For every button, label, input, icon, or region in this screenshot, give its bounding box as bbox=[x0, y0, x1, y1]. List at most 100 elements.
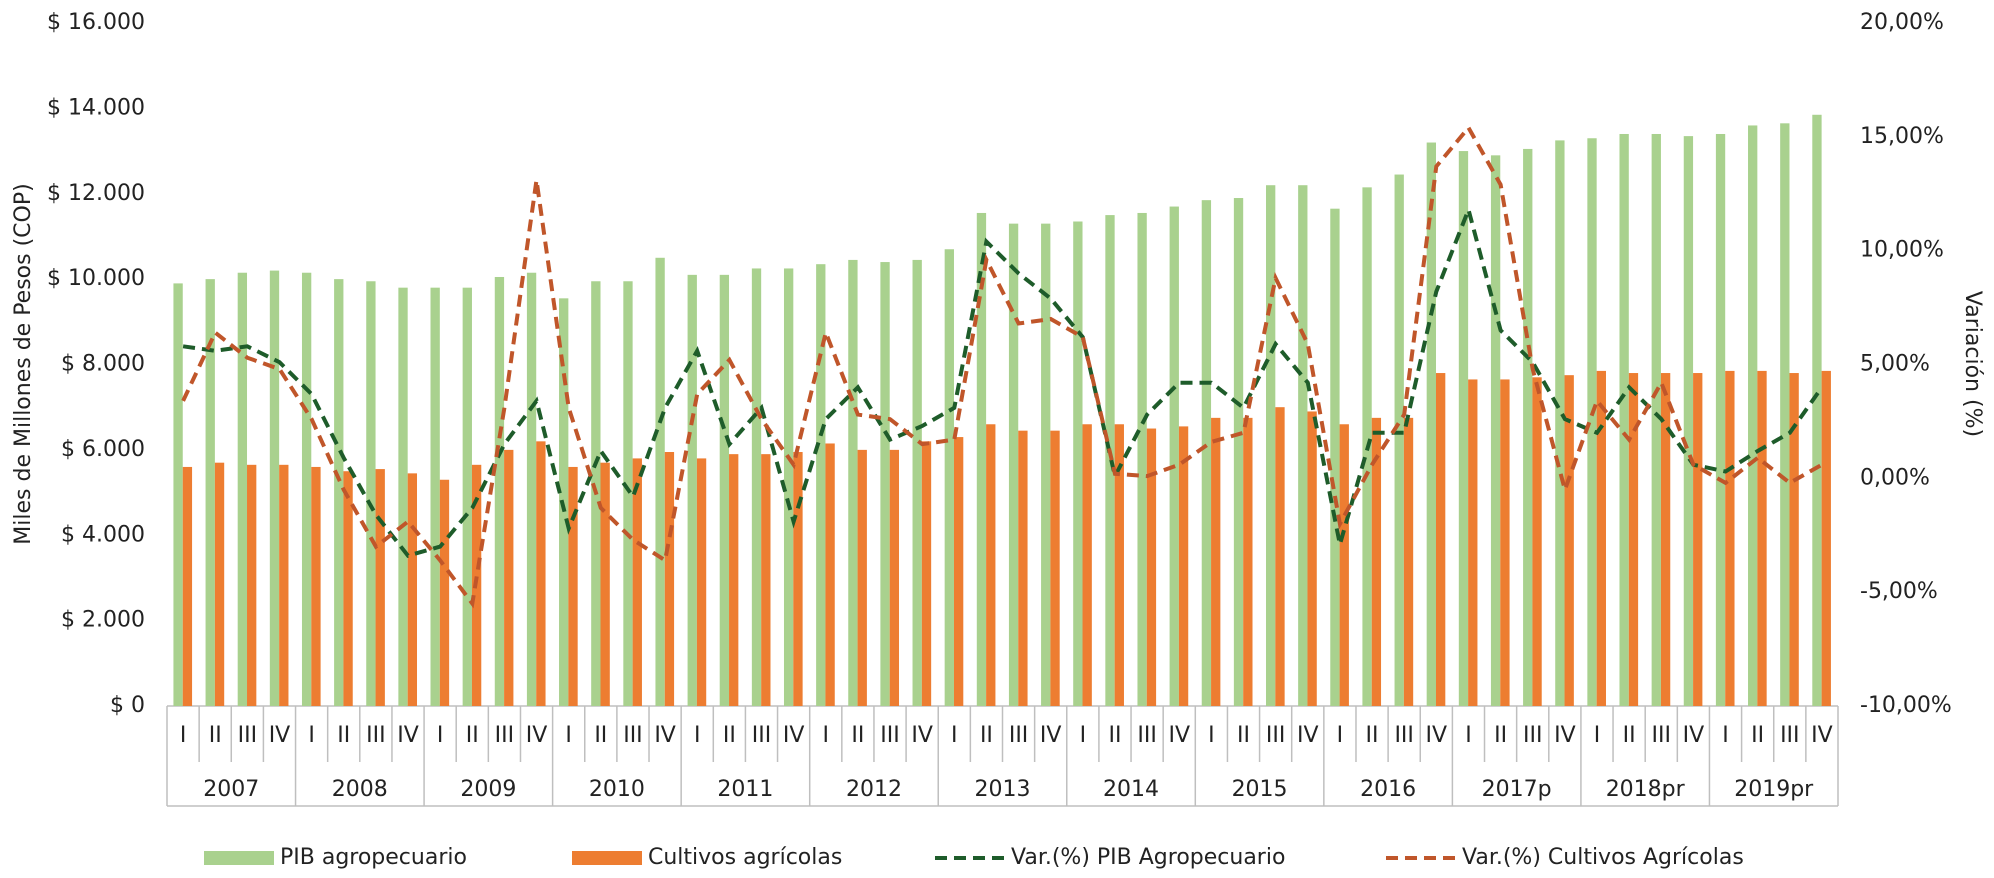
y2-tick-label: 20,00% bbox=[1860, 10, 1944, 35]
x-tick-label: IV bbox=[783, 723, 805, 748]
bar bbox=[1789, 373, 1799, 706]
x-tick-label: I bbox=[694, 723, 701, 748]
x-tick-label: II bbox=[980, 723, 993, 748]
bar bbox=[986, 424, 996, 706]
x-tick-label: IV bbox=[1426, 723, 1448, 748]
x-tick-label: I bbox=[1208, 723, 1215, 748]
bar bbox=[1233, 198, 1244, 707]
bar bbox=[921, 441, 932, 706]
y2-tick-label: 10,00% bbox=[1860, 238, 1944, 263]
bar bbox=[1266, 185, 1276, 706]
bar bbox=[1137, 212, 1147, 706]
x-tick-label: II bbox=[209, 723, 222, 748]
bar bbox=[1596, 370, 1606, 706]
x-tick-label: IV bbox=[1040, 723, 1062, 748]
bar bbox=[1082, 424, 1092, 706]
x-tick-label: III bbox=[495, 723, 514, 748]
y2-tick-label: 0,00% bbox=[1860, 465, 1930, 490]
bar bbox=[976, 212, 987, 706]
x-tick-label: IV bbox=[1168, 723, 1190, 748]
x-tick-label: III bbox=[1266, 723, 1285, 748]
x-tick-label: I bbox=[565, 723, 572, 748]
x-tick-label: IV bbox=[397, 723, 419, 748]
bar bbox=[1307, 411, 1317, 706]
bar bbox=[889, 449, 900, 706]
y2-tick-label: -5,00% bbox=[1860, 579, 1938, 604]
bar bbox=[953, 437, 964, 706]
y2-tick-label: 15,00% bbox=[1860, 124, 1944, 149]
bar bbox=[407, 473, 418, 706]
bar bbox=[462, 287, 472, 706]
bar bbox=[1275, 407, 1285, 706]
x-tick-label: IV bbox=[654, 723, 676, 748]
bar bbox=[1371, 417, 1382, 706]
y-axis-title: Miles de Millones de Pesos (COP) bbox=[11, 183, 36, 544]
x-tick-label: I bbox=[180, 723, 187, 748]
x-tick-label: I bbox=[1594, 723, 1601, 748]
group-label: 2017p bbox=[1482, 777, 1552, 802]
x-tick-label: I bbox=[1722, 723, 1729, 748]
group-label: 2015 bbox=[1232, 777, 1288, 802]
x-tick-label: III bbox=[1009, 723, 1028, 748]
bar bbox=[301, 272, 312, 706]
x-tick-label: III bbox=[752, 723, 771, 748]
x-tick-label: I bbox=[1465, 723, 1472, 748]
bar bbox=[761, 454, 771, 706]
legend-swatch bbox=[572, 851, 642, 865]
legend-label: Var.(%) PIB Agropecuario bbox=[1011, 845, 1285, 870]
bar bbox=[214, 462, 225, 706]
bar bbox=[848, 259, 858, 706]
x-tick-label: IV bbox=[526, 723, 548, 748]
bar bbox=[1114, 424, 1124, 706]
bar bbox=[1041, 223, 1051, 706]
bar bbox=[1008, 223, 1019, 706]
bar bbox=[1619, 133, 1629, 707]
x-tick-label: III bbox=[1394, 723, 1413, 748]
group-label: 2009 bbox=[460, 777, 516, 802]
bar bbox=[1073, 221, 1083, 706]
x-tick-label: I bbox=[437, 723, 444, 748]
bar bbox=[439, 479, 450, 706]
bar bbox=[912, 259, 922, 706]
bar bbox=[1725, 370, 1735, 706]
bar bbox=[1780, 123, 1790, 707]
bar bbox=[279, 464, 289, 706]
bar bbox=[536, 441, 546, 706]
x-tick-label: II bbox=[1494, 723, 1507, 748]
x-tick-label: II bbox=[594, 723, 607, 748]
bar bbox=[247, 464, 257, 706]
x-tick-label: III bbox=[1523, 723, 1542, 748]
bar bbox=[880, 262, 890, 706]
bar bbox=[1821, 370, 1831, 706]
bar bbox=[1490, 155, 1501, 707]
y-tick-label: $ 0 bbox=[110, 693, 145, 718]
bar bbox=[205, 279, 215, 706]
bar bbox=[182, 466, 193, 706]
bar bbox=[729, 454, 739, 706]
x-tick-label: I bbox=[823, 723, 830, 748]
x-tick-label: III bbox=[1137, 723, 1156, 748]
bar bbox=[1757, 370, 1767, 706]
bar bbox=[664, 452, 675, 706]
bar bbox=[751, 268, 762, 706]
bar bbox=[1748, 125, 1758, 706]
bar bbox=[1330, 208, 1340, 707]
y2-tick-label: 5,00% bbox=[1860, 352, 1930, 377]
bar bbox=[1715, 133, 1726, 707]
bar bbox=[1403, 417, 1414, 706]
bar bbox=[1532, 377, 1542, 706]
bar bbox=[173, 283, 183, 706]
bar bbox=[1693, 373, 1703, 706]
group-label: 2013 bbox=[975, 777, 1031, 802]
bar bbox=[1628, 373, 1639, 706]
x-tick-label: III bbox=[1780, 723, 1799, 748]
x-tick-label: III bbox=[366, 723, 385, 748]
group-label: 2019pr bbox=[1734, 777, 1814, 802]
bar bbox=[1146, 428, 1157, 706]
bar bbox=[1812, 114, 1822, 706]
bar bbox=[1050, 430, 1060, 706]
bar bbox=[1201, 200, 1212, 706]
group-label: 2011 bbox=[717, 777, 773, 802]
group-label: 2012 bbox=[846, 777, 902, 802]
bar bbox=[632, 458, 642, 706]
